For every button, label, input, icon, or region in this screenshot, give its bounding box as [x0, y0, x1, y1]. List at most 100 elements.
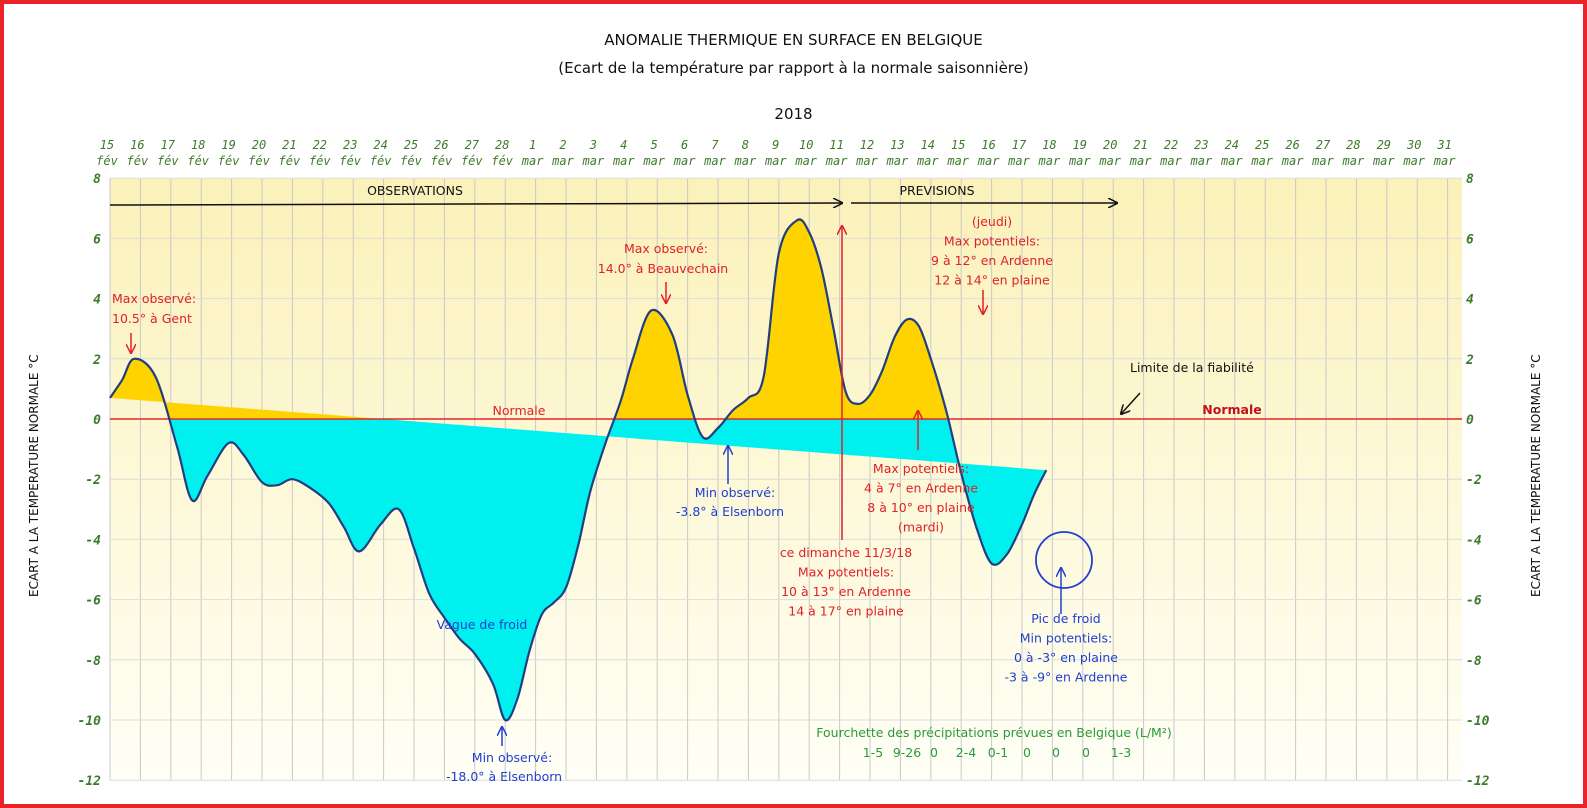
annotations: OBSERVATIONS PREVISIONS Normale Normale Limi… [109, 183, 1262, 784]
x-tick-day: 28 [495, 138, 509, 152]
x-tick-day: 17 [161, 138, 176, 152]
dimanche-line: 14 à 17° en plaine [788, 604, 904, 619]
x-tick-day: 6 [681, 138, 688, 152]
mardi-line: 4 à 7° en Ardenne [864, 481, 978, 496]
x-tick-day: 20 [1103, 138, 1117, 152]
pic-de-froid-line: Pic de froid [1031, 611, 1101, 626]
x-tick-day: 25 [1255, 138, 1269, 152]
x-tick-day: 19 [221, 138, 235, 152]
x-tick-day: 23 [343, 138, 357, 152]
y-tick-left: 0 [93, 413, 101, 428]
x-tick-day: 14 [921, 138, 935, 152]
y-tick-left: 6 [93, 232, 101, 247]
x-tick-day: 21 [1133, 138, 1147, 152]
y-tick-left: -4 [85, 533, 101, 548]
y-tick-left: -12 [78, 774, 102, 789]
max-gent-line-1: Max observé: [112, 291, 196, 306]
limite-fiabilite-label: Limite de la fiabilité [1130, 360, 1254, 375]
x-tick-day: 26 [1285, 138, 1299, 152]
y-tick-right: -8 [1466, 654, 1482, 669]
precipitation-value: 9-26 [893, 745, 921, 760]
max-beauvechain-line-2: 14.0° à Beauvechain [598, 261, 728, 276]
x-tick-day: 27 [465, 138, 480, 152]
x-tick-day: 18 [191, 138, 205, 152]
anomaly-areas [110, 219, 1047, 721]
y-tick-right: 4 [1466, 293, 1474, 308]
normale-label-left: Normale [493, 403, 546, 418]
x-tick-month: mar [1402, 154, 1425, 168]
pic-de-froid-line: -3 à -9° en Ardenne [1005, 670, 1128, 685]
x-tick-day: 24 [1225, 138, 1239, 152]
chart-subtitle: (Ecart de la température par rapport à l… [558, 59, 1029, 77]
warm-anomaly-area [110, 219, 949, 419]
x-tick-day: 19 [1073, 138, 1087, 152]
x-tick-month: mar [977, 154, 1000, 168]
y-tick-left: -8 [85, 654, 101, 669]
y-tick-left: 8 [93, 172, 101, 187]
x-tick-month: mar [1098, 154, 1121, 168]
x-tick-month: mar [1159, 154, 1182, 168]
x-tick-day: 30 [1406, 138, 1421, 152]
precipitation-value: 1-3 [1111, 745, 1131, 760]
x-tick-month: fév [491, 154, 513, 168]
x-tick-day: 26 [434, 138, 448, 152]
x-tick-day: 1 [529, 138, 536, 152]
y-tick-right: 6 [1466, 232, 1474, 247]
x-tick-month: mar [794, 154, 817, 168]
x-tick-month: mar [1068, 154, 1091, 168]
previsions-label: PREVISIONS [899, 183, 974, 198]
x-tick-day: 11 [829, 138, 843, 152]
x-tick-month: fév [248, 154, 270, 168]
mardi-line: 8 à 10° en plaine [867, 500, 975, 515]
x-tick-month: mar [582, 154, 605, 168]
y-axis-ticks: 8 8 6 6 4 4 2 2 0 0 -2 -2 -4 -4 -6 -6 -8 -8 -10 -10 -12 -12 [78, 172, 1490, 789]
pic-de-froid-line: 0 à -3° en plaine [1014, 650, 1118, 665]
dimanche-line: 10 à 13° en Ardenne [781, 584, 911, 599]
min-elsenborn-mid-line-1: Min observé: [695, 485, 775, 500]
x-tick-month: mar [551, 154, 574, 168]
jeudi-line: (jeudi) [972, 214, 1012, 229]
jeudi-line: Max potentiels: [944, 234, 1040, 249]
x-tick-month: mar [916, 154, 939, 168]
precipitation-value: 0 [1023, 745, 1031, 760]
x-tick-day: 5 [651, 138, 658, 152]
normale-label-right: Normale [1202, 402, 1261, 417]
x-tick-day: 16 [981, 138, 995, 152]
observations-label: OBSERVATIONS [367, 183, 463, 198]
vague-de-froid-label: Vague de froid [437, 617, 528, 632]
x-tick-month: mar [1007, 154, 1030, 168]
x-tick-day: 24 [373, 138, 387, 152]
x-tick-month: fév [187, 154, 209, 168]
x-tick-month: mar [734, 154, 757, 168]
x-tick-month: mar [1311, 154, 1334, 168]
y-tick-right: 8 [1466, 172, 1474, 187]
jeudi-line: 12 à 14° en plaine [934, 273, 1050, 288]
jeudi-line: 9 à 12° en Ardenne [931, 253, 1053, 268]
x-tick-month: mar [1433, 154, 1456, 168]
x-tick-day: 25 [404, 138, 418, 152]
precipitation-value: 0 [1082, 745, 1090, 760]
x-tick-day: 23 [1194, 138, 1208, 152]
x-tick-month: fév [218, 154, 240, 168]
precipitation-value: 2-4 [956, 745, 976, 760]
y-tick-right: -10 [1466, 714, 1490, 729]
cold-anomaly-area [169, 419, 1047, 721]
x-tick-day: 4 [620, 138, 627, 152]
x-tick-month: fév [370, 154, 392, 168]
x-tick-day: 10 [799, 138, 813, 152]
pic-de-froid-line: Min potentiels: [1020, 631, 1113, 646]
x-tick-day: 12 [860, 138, 874, 152]
x-tick-month: mar [764, 154, 787, 168]
x-tick-day: 2 [559, 138, 566, 152]
x-tick-day: 7 [711, 138, 719, 152]
y-tick-left: 4 [93, 293, 101, 308]
y-tick-left: -10 [78, 714, 102, 729]
x-tick-day: 13 [890, 138, 904, 152]
pic-de-froid-circle [1035, 531, 1093, 589]
x-tick-day: 22 [1164, 138, 1178, 152]
dimanche-line: Max potentiels: [798, 565, 894, 580]
limite-arrow [1121, 392, 1141, 414]
y-tick-right: 0 [1466, 413, 1474, 428]
max-beauvechain-line-1: Max observé: [624, 241, 708, 256]
x-tick-day: 20 [252, 138, 266, 152]
